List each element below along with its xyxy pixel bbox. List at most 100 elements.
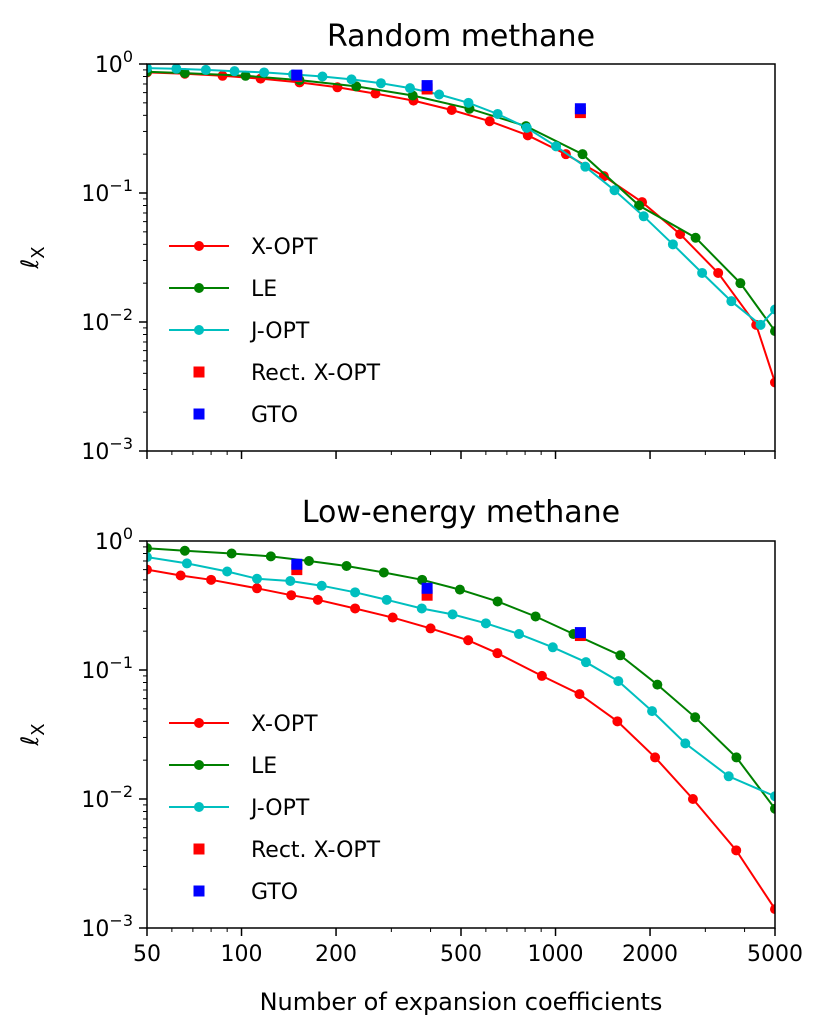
data-point-gto bbox=[574, 103, 586, 115]
y-tick-label: 10−1 bbox=[81, 176, 133, 207]
data-point-j-opt bbox=[463, 97, 474, 108]
data-point-le bbox=[378, 567, 389, 578]
x-tick-label: 200 bbox=[315, 942, 357, 967]
data-point-j-opt bbox=[147, 552, 152, 563]
legend-label-gto: GTO bbox=[251, 403, 298, 428]
data-point-le bbox=[735, 278, 746, 289]
legend-marker-x-opt bbox=[194, 718, 204, 728]
data-point-x-opt bbox=[350, 603, 361, 614]
y-tick-base: 10 bbox=[81, 788, 109, 813]
data-point-x-opt bbox=[522, 130, 533, 141]
data-point-le bbox=[226, 548, 237, 559]
data-point-le bbox=[690, 712, 701, 723]
data-point-le bbox=[351, 81, 362, 92]
data-point-j-opt bbox=[350, 587, 361, 598]
legend-marker-le bbox=[194, 283, 204, 293]
y-axis-label-sub: X bbox=[28, 723, 49, 735]
y-tick-base: 10 bbox=[81, 917, 109, 942]
legend-marker-j-opt bbox=[194, 325, 204, 335]
data-point-j-opt bbox=[521, 122, 532, 133]
data-point-j-opt bbox=[513, 629, 524, 640]
data-point-le bbox=[652, 679, 663, 690]
data-point-j-opt bbox=[416, 603, 427, 614]
legend-marker-gto bbox=[193, 885, 205, 897]
data-point-le bbox=[341, 561, 352, 572]
data-point-le bbox=[417, 574, 428, 585]
legend-marker-rect-x-opt bbox=[193, 366, 205, 378]
legend-label-j-opt: J-OPT bbox=[249, 796, 310, 821]
x-tick-label: 2000 bbox=[622, 942, 678, 967]
y-tick-label: 10−2 bbox=[81, 305, 133, 336]
x-tick-label: 5000 bbox=[747, 942, 803, 967]
legend-label-gto: GTO bbox=[251, 880, 298, 905]
data-point-x-opt bbox=[731, 845, 742, 856]
data-point-le bbox=[615, 650, 626, 661]
legend-label-x-opt: X-OPT bbox=[251, 235, 318, 260]
plot-area bbox=[147, 543, 775, 915]
legend-label-j-opt: J-OPT bbox=[249, 319, 310, 344]
panel-random-methane: Random methaneℓX10−310−210−1100X-OPTLEJ-… bbox=[16, 19, 776, 465]
data-point-j-opt bbox=[770, 791, 775, 802]
legend: X-OPT LE J-OPT Rect. X-OPT GTO bbox=[169, 712, 381, 905]
data-point-j-opt bbox=[375, 78, 386, 89]
data-point-j-opt bbox=[580, 657, 591, 668]
x-axis-label: Number of expansion coefficients bbox=[260, 988, 663, 1016]
data-point-gto bbox=[421, 582, 433, 594]
data-point-x-opt bbox=[536, 670, 547, 681]
data-point-x-opt bbox=[484, 116, 495, 127]
data-point-j-opt bbox=[480, 618, 491, 629]
data-point-le bbox=[530, 611, 541, 622]
legend-label-le: LE bbox=[251, 277, 277, 302]
data-point-j-opt bbox=[647, 706, 658, 717]
data-point-j-opt bbox=[547, 642, 558, 653]
y-tick-exponent: −1 bbox=[109, 653, 133, 672]
data-point-x-opt bbox=[370, 88, 381, 99]
data-point-le bbox=[634, 200, 645, 211]
data-point-x-opt bbox=[612, 716, 623, 727]
y-tick-base: 10 bbox=[81, 659, 109, 684]
data-point-gto bbox=[421, 80, 433, 92]
data-point-x-opt bbox=[770, 904, 775, 915]
legend-label-rect-x-opt: Rect. X-OPT bbox=[251, 361, 381, 386]
plot-area bbox=[147, 64, 775, 388]
legend-marker-rect-x-opt bbox=[193, 843, 205, 855]
series-line-le bbox=[147, 70, 775, 332]
data-point-x-opt bbox=[492, 648, 503, 659]
data-point-j-opt bbox=[723, 771, 734, 782]
y-tick-label: 100 bbox=[95, 47, 133, 78]
chart-title: Low-energy methane bbox=[302, 495, 620, 530]
y-tick-label: 10−3 bbox=[81, 434, 133, 465]
y-tick-exponent: −2 bbox=[109, 782, 133, 801]
x-tick-label: 50 bbox=[133, 942, 161, 967]
legend-label-rect-x-opt: Rect. X-OPT bbox=[251, 838, 381, 863]
data-point-x-opt bbox=[251, 583, 262, 594]
data-point-j-opt bbox=[147, 64, 152, 74]
legend-label-x-opt: X-OPT bbox=[251, 712, 318, 737]
data-point-le bbox=[690, 232, 701, 243]
x-tick-label: 1000 bbox=[528, 942, 584, 967]
data-point-le bbox=[731, 752, 742, 763]
data-point-x-opt bbox=[650, 752, 661, 763]
data-point-gto bbox=[574, 627, 586, 639]
data-point-gto bbox=[291, 558, 303, 570]
y-tick-label: 10−2 bbox=[81, 782, 133, 813]
y-tick-label: 10−1 bbox=[81, 653, 133, 684]
data-point-x-opt bbox=[713, 267, 724, 278]
y-tick-exponent: −2 bbox=[109, 305, 133, 324]
y-tick-base: 10 bbox=[95, 530, 123, 555]
data-point-le bbox=[454, 584, 465, 595]
x-tick-label: 100 bbox=[221, 942, 263, 967]
data-point-j-opt bbox=[551, 141, 562, 152]
data-point-le bbox=[770, 803, 775, 814]
y-tick-base: 10 bbox=[81, 182, 109, 207]
series-line-x-opt bbox=[147, 568, 775, 910]
data-point-j-opt bbox=[229, 66, 240, 77]
y-tick-base: 10 bbox=[81, 311, 109, 336]
y-axis-label-main: ℓ bbox=[16, 736, 44, 747]
chart-title: Random methane bbox=[327, 19, 595, 54]
legend-marker-le bbox=[194, 760, 204, 770]
data-point-j-opt bbox=[285, 575, 296, 586]
legend-marker-j-opt bbox=[194, 802, 204, 812]
data-point-j-opt bbox=[434, 89, 445, 100]
